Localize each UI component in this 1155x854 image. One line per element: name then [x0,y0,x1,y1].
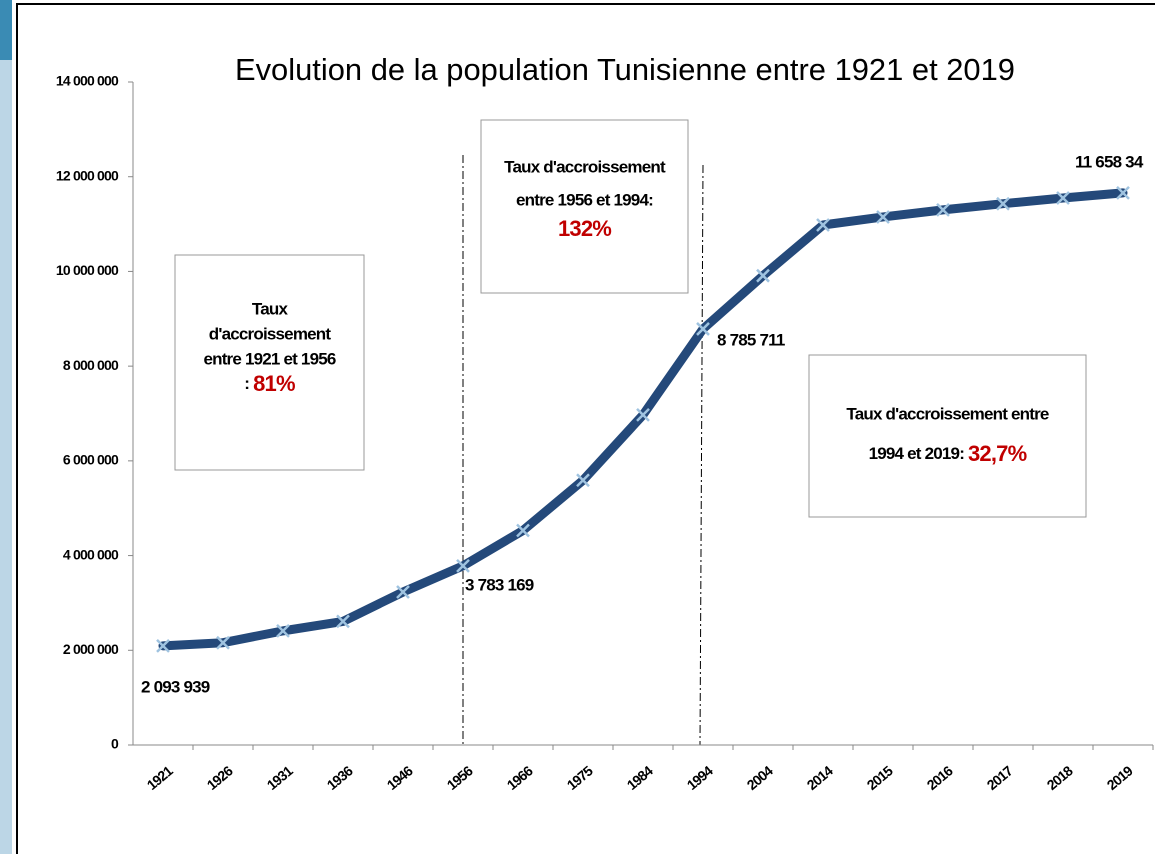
y-tick-label: 12 000 000 [56,167,119,183]
side-strip [0,0,12,854]
annotation-highlight-line: : 81% [244,371,295,396]
annotation-text: d'accroissement [209,324,332,343]
side-strip-top [0,0,12,60]
annotation-highlight-line: 1994 et 2019: 32,7% [869,441,1027,466]
marker [576,473,590,488]
marker [816,218,830,232]
chart-title: Evolution de la population Tunisienne en… [235,52,1015,87]
annotation-box [808,354,1087,518]
marker [396,585,410,599]
value-label: 3 783 169 [465,575,534,594]
marker [456,558,470,573]
value-label: 8 785 711 [717,330,785,349]
y-tick-label: 0 [111,736,119,752]
annotation-text: Taux d'accroissement entre [846,404,1048,423]
annotation-highlight: 132% [558,216,611,241]
annotation-box [480,119,689,294]
marker [636,408,650,422]
y-tick-label: 8 000 000 [63,357,119,373]
marker [876,210,890,224]
marker [996,196,1010,211]
marker [1056,191,1070,205]
annotation-text: 1994 et 2019: [869,444,965,463]
annotation-box [174,254,365,471]
annotation-highlight: 32,7% [968,441,1027,466]
marker [156,638,170,653]
annotation-highlight-line: 132% [558,216,611,241]
frame [16,3,1155,854]
marker [336,614,350,629]
marker [276,623,290,638]
marker [756,268,770,283]
marker [1116,186,1130,200]
marker [936,202,950,217]
annotation-highlight: 81% [253,371,295,396]
marker [696,322,710,336]
annotation-text: Taux [252,299,289,318]
annotation-text: : [244,374,249,393]
reference-line [699,164,704,746]
annotation-text: Taux d'accroissement [504,157,666,176]
value-label: 2 093 939 [141,677,210,696]
annotation-text: entre 1921 et 1956 [203,349,335,368]
marker [516,523,530,538]
y-tick-label: 2 000 000 [63,641,119,657]
y-tick-label: 4 000 000 [63,546,119,562]
marker [216,635,230,650]
y-tick-label: 6 000 000 [63,452,119,468]
annotation-text: entre 1956 et 1994: [516,190,653,209]
value-label: 11 658 34 [1075,152,1144,171]
y-tick-label: 10 000 000 [56,262,119,278]
y-tick-label: 14 000 000 [56,73,119,89]
